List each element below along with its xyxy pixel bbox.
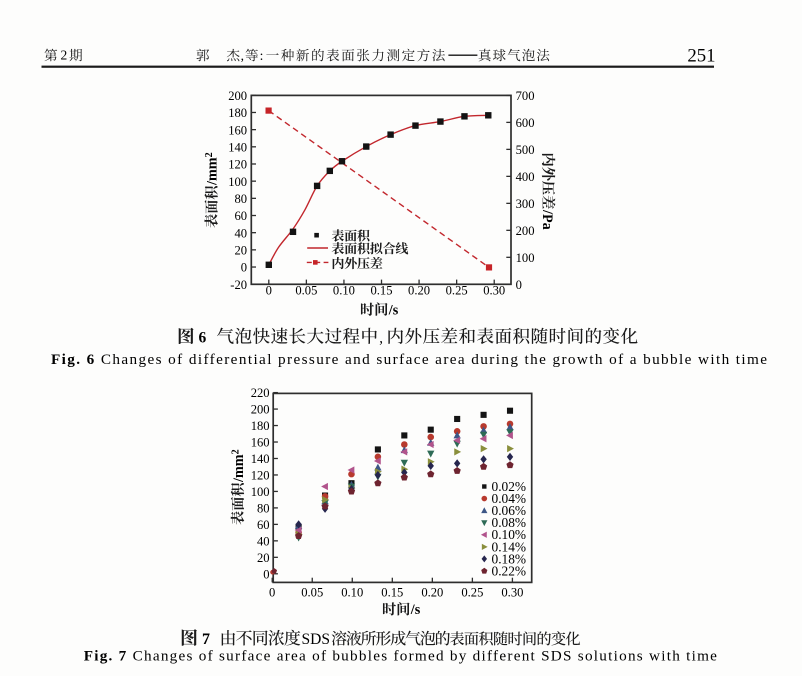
svg-text:Fig. 7 Changes of surface are: Fig. 7 Changes of surface area of bubble…: [84, 648, 718, 665]
svg-text:100: 100: [251, 485, 270, 499]
svg-text:80: 80: [257, 502, 270, 516]
svg-text:0.22%: 0.22%: [492, 563, 527, 578]
svg-text:0.25: 0.25: [446, 284, 468, 298]
svg-text:60: 60: [235, 209, 248, 223]
svg-text:100: 100: [228, 175, 247, 189]
svg-text:7: 7: [202, 631, 210, 648]
svg-text:0.20: 0.20: [421, 585, 443, 599]
svg-text:0.05: 0.05: [301, 585, 323, 599]
svg-text:-20: -20: [230, 278, 247, 292]
svg-text:,: ,: [379, 331, 383, 347]
svg-text:600: 600: [516, 116, 535, 130]
svg-text:200: 200: [251, 403, 270, 417]
svg-text:700: 700: [516, 89, 535, 103]
svg-text:0.25: 0.25: [461, 585, 483, 599]
svg-text:0.02%: 0.02%: [492, 479, 527, 494]
svg-text:0.20: 0.20: [408, 284, 430, 298]
svg-text:120: 120: [251, 469, 270, 483]
svg-text:200: 200: [228, 89, 247, 103]
svg-text:0.18%: 0.18%: [492, 551, 527, 566]
svg-text:140: 140: [251, 452, 270, 466]
svg-text:SDS: SDS: [302, 631, 330, 648]
svg-text:0.06%: 0.06%: [492, 503, 527, 518]
svg-text:0: 0: [266, 284, 272, 298]
svg-text:20: 20: [257, 551, 270, 565]
svg-text:0.30: 0.30: [483, 284, 505, 298]
svg-text:180: 180: [251, 419, 270, 433]
svg-text:6: 6: [199, 330, 207, 347]
svg-text:120: 120: [228, 158, 247, 172]
svg-text:0: 0: [241, 261, 247, 275]
svg-text:40: 40: [235, 226, 248, 240]
svg-text:Fig. 6 Changes of differentia: Fig. 6 Changes of differential pressure …: [51, 351, 768, 368]
svg-text:0.30: 0.30: [501, 585, 523, 599]
svg-text:251: 251: [687, 46, 715, 67]
svg-text:80: 80: [235, 192, 248, 206]
svg-text:200: 200: [516, 224, 535, 238]
svg-text:0: 0: [269, 585, 275, 599]
svg-text:/mm2: /mm2: [204, 152, 221, 186]
svg-text:60: 60: [257, 518, 270, 532]
svg-text:2: 2: [61, 48, 68, 63]
svg-text:0: 0: [516, 278, 522, 292]
svg-text:400: 400: [516, 170, 535, 184]
svg-text:140: 140: [228, 140, 247, 154]
svg-text:40: 40: [257, 534, 270, 548]
svg-text:0.10: 0.10: [333, 284, 355, 298]
svg-text:160: 160: [251, 436, 270, 450]
svg-text:20: 20: [235, 243, 248, 257]
svg-text:0.05: 0.05: [295, 284, 317, 298]
svg-text:160: 160: [228, 123, 247, 137]
svg-text:0.08%: 0.08%: [492, 515, 527, 530]
svg-text:180: 180: [228, 106, 247, 120]
svg-text:0.10: 0.10: [341, 585, 363, 599]
svg-text:100: 100: [516, 251, 535, 265]
svg-text:500: 500: [516, 143, 535, 157]
svg-text:/s: /s: [410, 602, 421, 618]
svg-text:/Pa: /Pa: [539, 209, 555, 230]
svg-text:0.14%: 0.14%: [492, 539, 527, 554]
svg-text:220: 220: [251, 386, 270, 400]
svg-text:0.15: 0.15: [370, 284, 392, 298]
svg-text:,: ,: [241, 48, 244, 63]
svg-text:/s: /s: [388, 303, 399, 319]
svg-text:0.10%: 0.10%: [492, 527, 527, 542]
svg-text:300: 300: [516, 197, 535, 211]
svg-text:0: 0: [263, 567, 269, 581]
svg-text:0.15: 0.15: [381, 585, 403, 599]
svg-text:0.04%: 0.04%: [492, 491, 527, 506]
svg-text:/mm2: /mm2: [230, 449, 247, 483]
svg-text::: :: [260, 48, 264, 63]
